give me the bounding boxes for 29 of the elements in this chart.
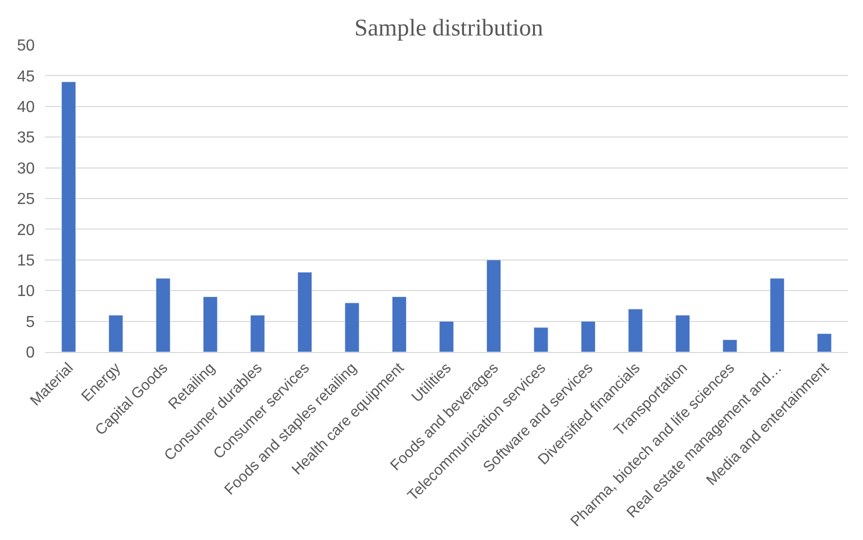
y-tick-label: 40	[17, 99, 35, 116]
y-tick-label: 30	[17, 160, 35, 178]
y-tick-label: 5	[26, 314, 35, 331]
bar	[580, 321, 596, 352]
bar	[250, 314, 265, 352]
bar	[297, 272, 312, 352]
bar	[392, 296, 407, 352]
chart-title: Sample distribution	[354, 16, 544, 42]
y-tick-label: 25	[17, 191, 35, 208]
bar	[628, 308, 643, 352]
y-tick-label: 15	[17, 252, 35, 270]
y-tick-label: 45	[17, 68, 35, 86]
bar	[675, 314, 690, 352]
bar	[156, 278, 170, 352]
bar	[108, 314, 124, 352]
y-tick-label: 50	[17, 38, 35, 55]
bar	[817, 333, 832, 352]
bar	[202, 296, 218, 352]
y-tick-label: 20	[17, 222, 35, 239]
y-tick-label: 10	[17, 283, 35, 300]
bar	[344, 302, 360, 352]
bar	[770, 278, 784, 352]
y-tick-label: 35	[17, 130, 35, 147]
bar	[61, 82, 76, 352]
bar	[486, 260, 502, 352]
bar	[439, 321, 454, 352]
bar	[722, 339, 738, 352]
bar	[534, 327, 548, 352]
y-tick-label: 0	[26, 344, 35, 362]
